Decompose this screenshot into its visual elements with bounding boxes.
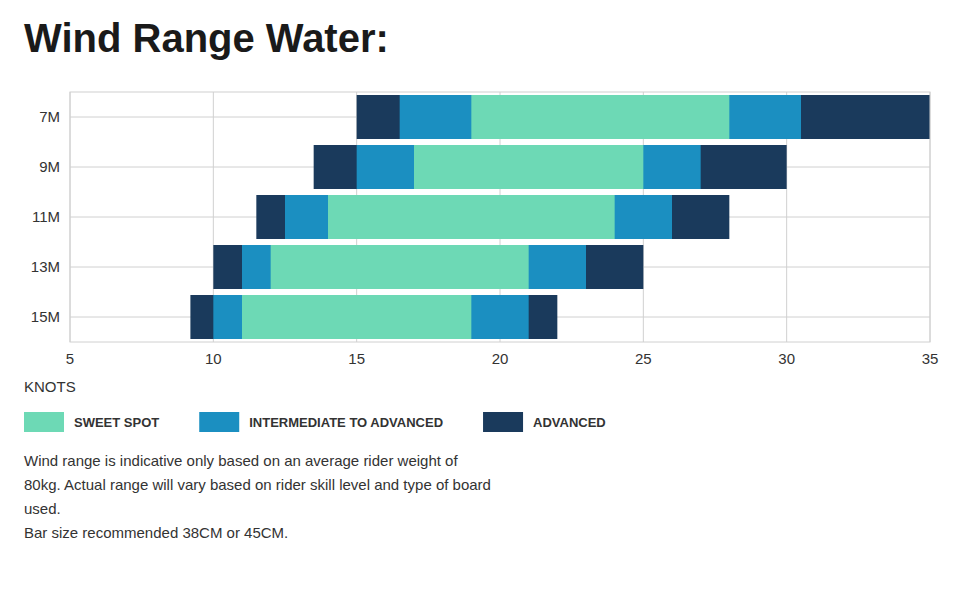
x-tick-label: 20 (492, 350, 509, 367)
y-tick-label: 7M (39, 108, 60, 125)
range-bar (285, 195, 672, 239)
range-bar (256, 195, 729, 239)
x-tick-label: 30 (778, 350, 795, 367)
x-tick-label: 25 (635, 350, 652, 367)
y-tick-label: 9M (39, 158, 60, 175)
range-bar (400, 95, 801, 139)
x-axis-label: KNOTS (24, 378, 76, 395)
legend-label: SWEET SPOT (74, 415, 159, 430)
x-tick-label: 15 (348, 350, 365, 367)
range-bar (314, 145, 787, 189)
range-bar (190, 295, 557, 339)
range-bar (242, 295, 471, 339)
footnote: Bar size recommended 38CM or 45CM. (24, 524, 288, 541)
range-bar (328, 195, 615, 239)
x-tick-label: 5 (66, 350, 74, 367)
x-tick-label: 35 (922, 350, 939, 367)
legend-swatch (24, 412, 64, 432)
range-bar (271, 245, 529, 289)
range-bar (357, 95, 930, 139)
y-tick-label: 11M (32, 208, 60, 225)
footnote: 80kg. Actual range will vary based on ri… (24, 476, 491, 493)
range-bar (414, 145, 643, 189)
legend-swatch (483, 412, 523, 432)
x-tick-label: 10 (205, 350, 222, 367)
range-bar (242, 245, 586, 289)
range-bar (471, 95, 729, 139)
legend-swatch (199, 412, 239, 432)
range-bar (213, 295, 528, 339)
legend-label: INTERMEDIATE TO ADVANCED (249, 415, 443, 430)
chart: Wind Range Water: 5 10 15 20 25 30 35 7M 9M 11M 13M… (0, 0, 958, 604)
y-tick-label: 15M (31, 308, 60, 325)
footnote: used. (24, 500, 61, 517)
y-tick-label: 13M (31, 258, 60, 275)
footnote: Wind range is indicative only based on a… (24, 452, 458, 469)
legend: SWEET SPOT INTERMEDIATE TO ADVANCED ADVANC… (24, 412, 606, 432)
range-bar (357, 145, 701, 189)
grid (70, 92, 930, 342)
legend-label: ADVANCED (533, 415, 606, 430)
bars (190, 95, 930, 339)
plot-frame (70, 92, 930, 342)
range-bar (213, 245, 643, 289)
title: Wind Range Water: (24, 16, 389, 60)
